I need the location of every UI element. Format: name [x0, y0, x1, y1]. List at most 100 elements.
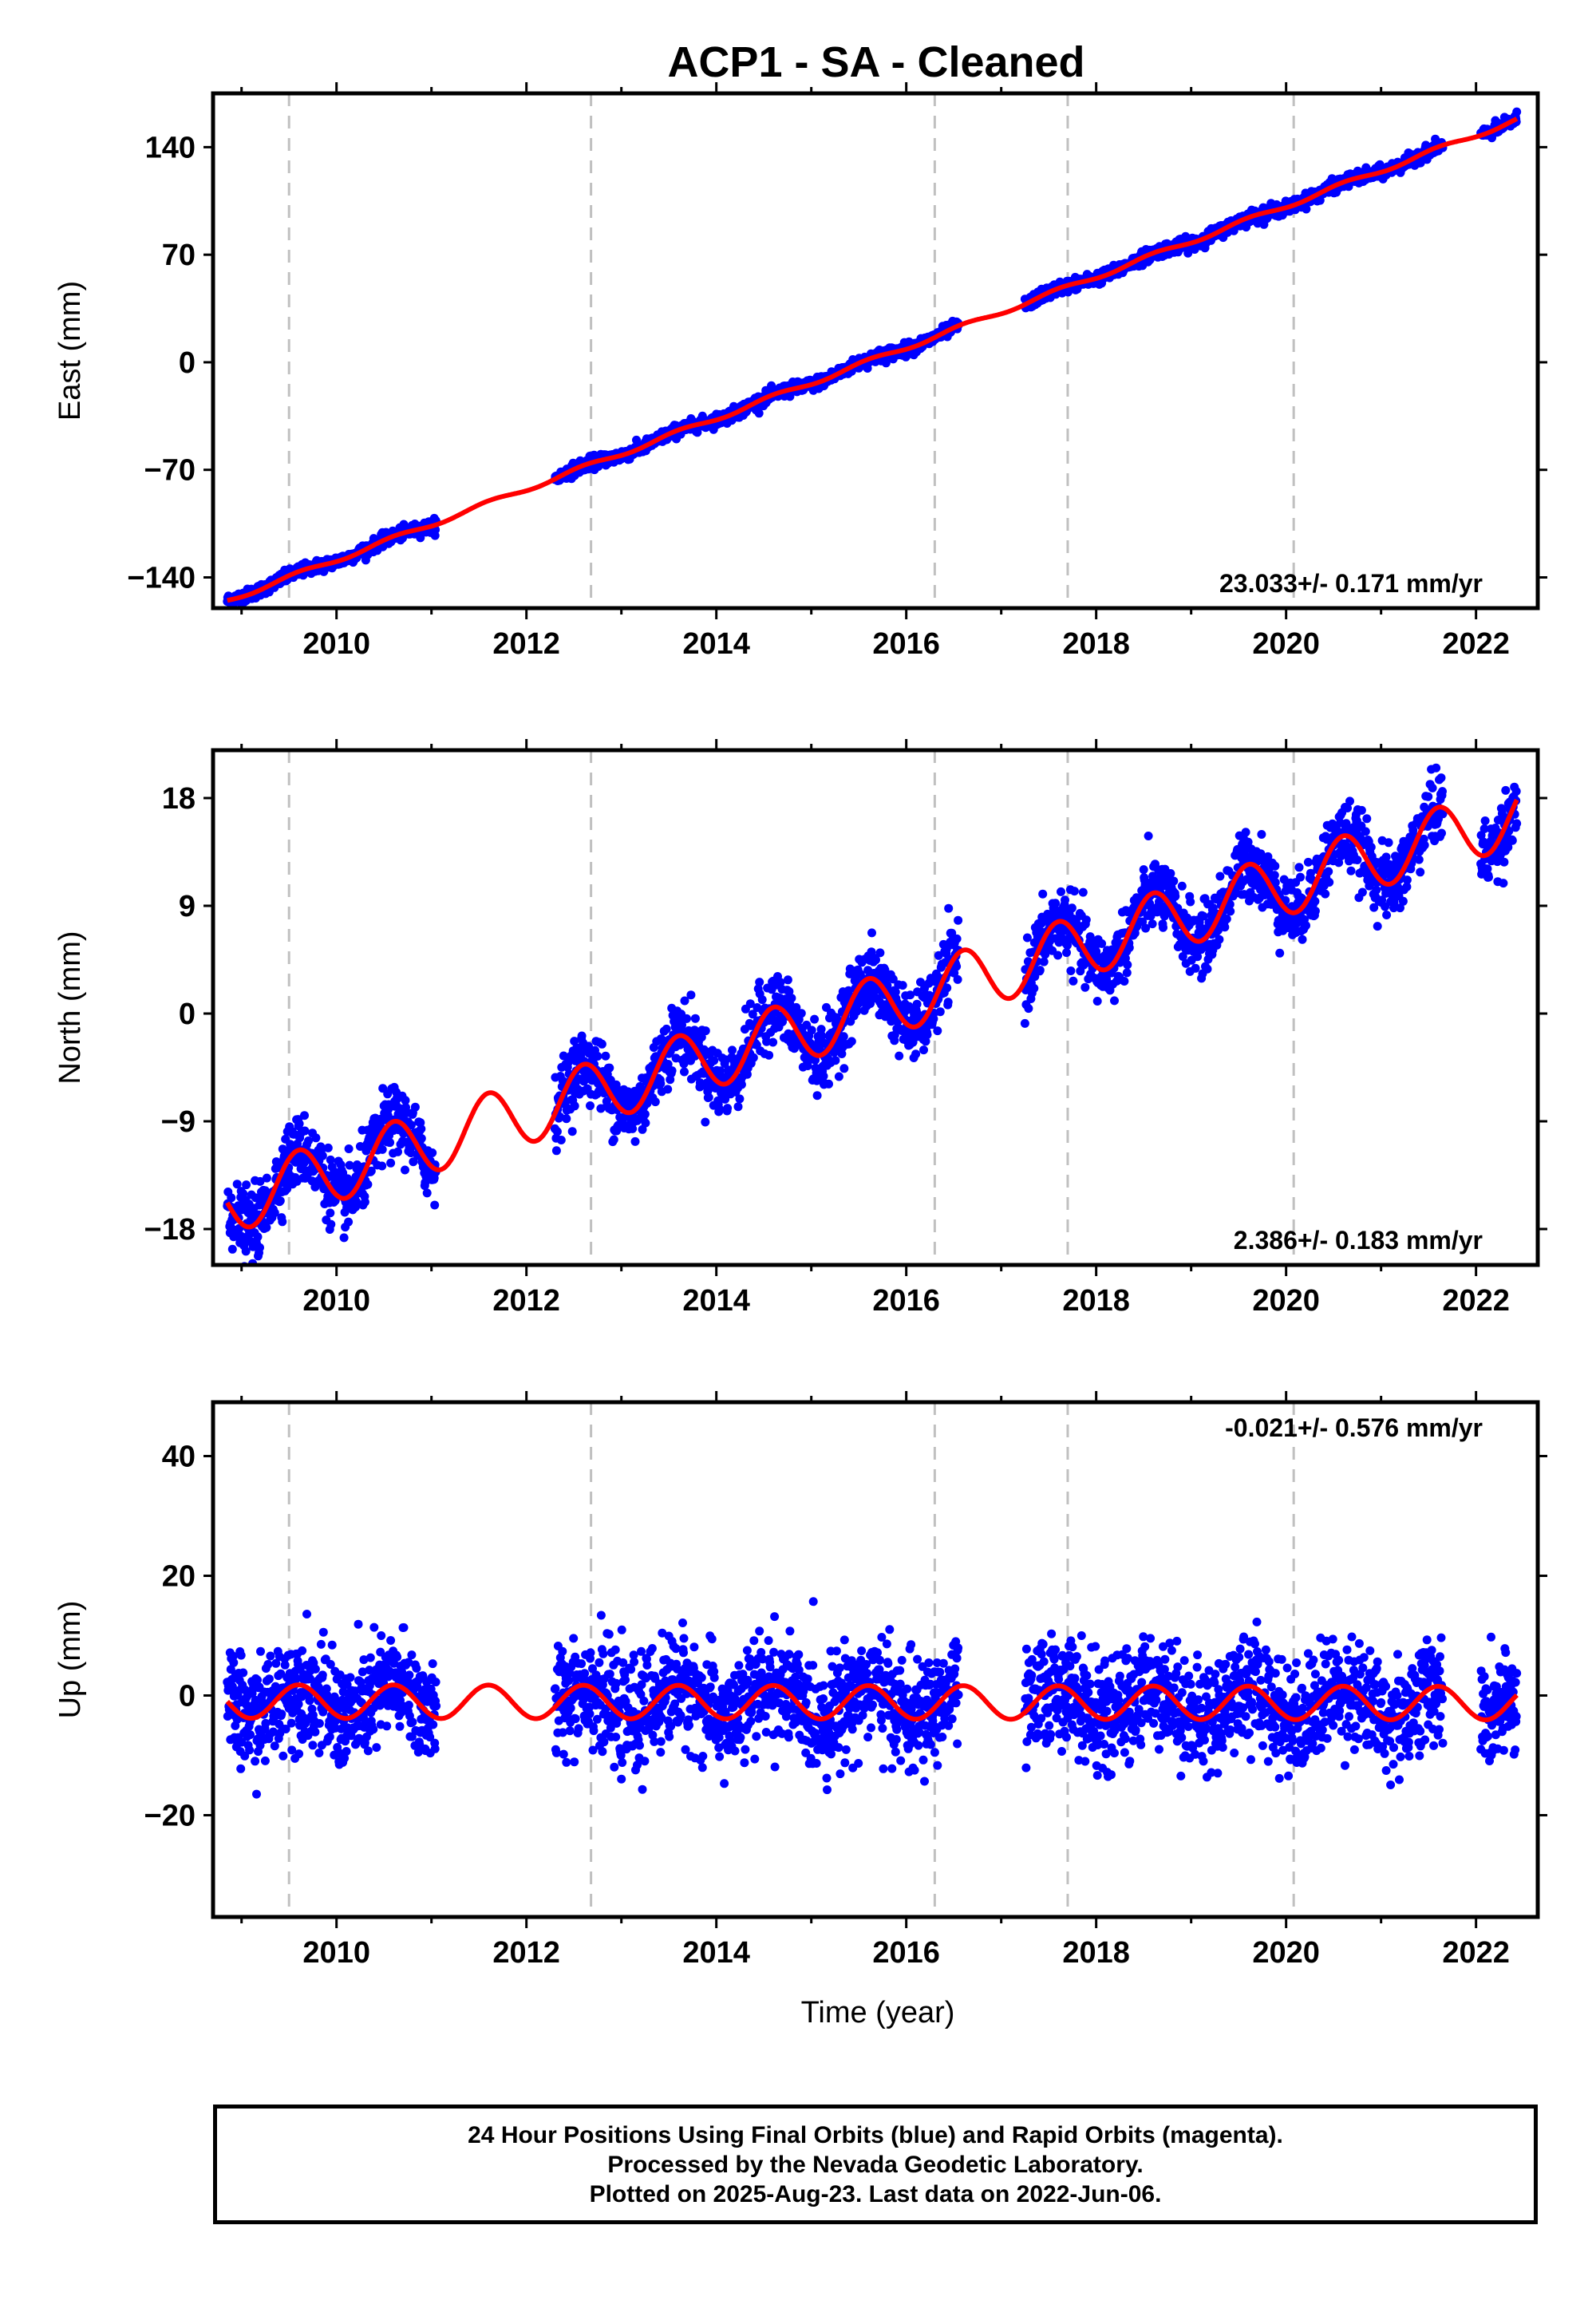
data-point: [1051, 899, 1061, 908]
data-point: [1199, 911, 1208, 921]
data-point: [255, 1176, 265, 1186]
data-point: [227, 1193, 236, 1203]
data-point: [242, 1180, 251, 1190]
observation-points: [223, 763, 1522, 1265]
data-point: [898, 981, 907, 990]
data-point: [935, 1007, 945, 1017]
data-point: [611, 1080, 621, 1089]
data-point: [430, 1200, 440, 1210]
data-point: [586, 1101, 595, 1110]
data-point: [377, 1161, 387, 1171]
data-point: [819, 1071, 828, 1081]
data-point: [1020, 1018, 1029, 1028]
data-point: [745, 999, 755, 1009]
x-tick-label: 2020: [1252, 627, 1320, 661]
x-tick-label: 2022: [1442, 627, 1510, 661]
data-point: [570, 1101, 579, 1111]
data-point: [1257, 830, 1266, 839]
data-point: [1315, 196, 1325, 205]
data-point: [323, 1143, 333, 1152]
data-point: [943, 998, 953, 1007]
data-point: [737, 1080, 746, 1089]
data-point: [1097, 939, 1107, 948]
data-point: [852, 1006, 862, 1016]
data-point: [1241, 828, 1250, 837]
data-point: [824, 1079, 833, 1089]
data-point: [680, 996, 689, 1006]
data-point: [410, 1102, 420, 1112]
data-point: [916, 978, 925, 987]
data-point: [680, 1067, 689, 1077]
data-point: [1063, 941, 1072, 950]
x-tick-label: 2018: [1062, 627, 1130, 661]
data-point: [401, 1096, 410, 1105]
data-point: [701, 1026, 710, 1036]
data-point: [640, 1109, 650, 1119]
data-point: [406, 1120, 416, 1130]
data-point: [1186, 897, 1195, 907]
data-point: [345, 1160, 354, 1170]
data-point: [812, 1091, 822, 1101]
data-point: [728, 1045, 737, 1055]
data-point: [748, 1010, 757, 1019]
data-point: [792, 1002, 801, 1012]
data-point: [933, 1026, 942, 1036]
data-point: [567, 1127, 577, 1136]
data-point: [895, 1051, 904, 1061]
data-point: [338, 1168, 348, 1178]
data-point: [344, 1217, 354, 1227]
data-point: [1057, 887, 1065, 896]
data-point: [422, 1188, 432, 1198]
data-point: [1024, 1004, 1033, 1014]
data-point: [1080, 982, 1090, 992]
data-point: [417, 1134, 426, 1143]
data-point: [570, 1037, 579, 1046]
data-point: [304, 1136, 313, 1145]
y-tick-label: −70: [144, 454, 196, 488]
data-point: [262, 1223, 271, 1232]
data-point: [1038, 889, 1048, 899]
data-point: [704, 1093, 713, 1102]
data-point: [690, 1014, 700, 1023]
data-point: [839, 1032, 848, 1041]
data-point: [749, 1053, 758, 1062]
data-point: [1092, 997, 1102, 1006]
data-point: [816, 1025, 826, 1034]
data-point: [831, 1056, 840, 1065]
data-point: [1102, 974, 1112, 984]
data-point: [641, 1118, 650, 1128]
data-point: [754, 409, 764, 418]
data-point: [1069, 976, 1078, 986]
data-point: [601, 1051, 610, 1061]
data-point: [232, 1180, 242, 1189]
data-point: [386, 1158, 396, 1168]
data-point: [609, 1135, 618, 1144]
data-point: [678, 1020, 686, 1030]
data-point: [783, 975, 792, 985]
data-point: [326, 1155, 335, 1164]
data-point: [784, 986, 794, 996]
data-point: [628, 1124, 638, 1133]
data-point: [954, 915, 963, 925]
plot-area: [223, 750, 1522, 1265]
data-point: [417, 1124, 426, 1133]
data-point: [709, 1056, 719, 1065]
data-point: [1275, 948, 1285, 958]
data-point: [630, 1136, 640, 1146]
data-point: [1124, 943, 1134, 952]
data-point: [552, 1127, 562, 1136]
data-point: [1193, 952, 1203, 962]
data-point: [1512, 107, 1522, 117]
data-point: [584, 1041, 593, 1051]
data-point: [577, 1031, 587, 1041]
data-point: [1148, 919, 1157, 929]
data-point: [1061, 895, 1069, 905]
data-point: [1215, 871, 1225, 881]
data-point: [776, 978, 785, 987]
rate-label: 23.033+/- 0.171 mm/yr: [1219, 569, 1483, 598]
data-point: [663, 1060, 673, 1069]
data-point: [311, 1133, 321, 1143]
